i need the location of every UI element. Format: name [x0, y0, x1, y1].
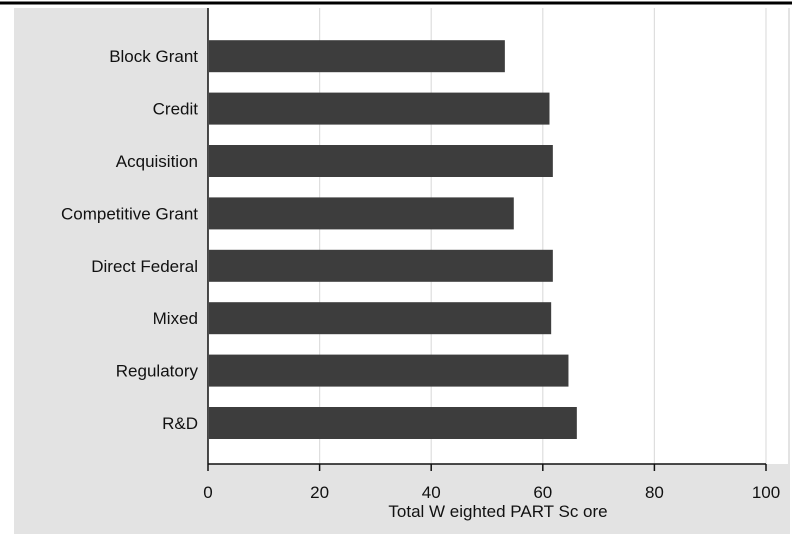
category-label: Mixed [153, 309, 198, 328]
y-axis: Block Grant Credit Acquisition Competitive … [61, 8, 209, 464]
x-tick-label: 60 [533, 483, 552, 502]
bar [209, 40, 505, 73]
bars [209, 40, 577, 439]
x-tick-label: 0 [203, 483, 212, 502]
x-tick-label: 20 [310, 483, 329, 502]
plot-area [208, 8, 788, 464]
category-label: Credit [153, 100, 199, 119]
bar [209, 249, 553, 282]
category-label: Regulatory [116, 362, 199, 381]
x-tick-label: 40 [422, 483, 441, 502]
bar [209, 92, 550, 125]
bar [209, 302, 552, 335]
category-label: R&D [162, 414, 198, 433]
bar [209, 197, 514, 230]
bar [209, 354, 569, 387]
bar [209, 145, 553, 177]
bar [209, 407, 577, 439]
x-axis-title: Total W eighted PART Sc ore [388, 502, 607, 521]
category-label: Acquisition [116, 152, 198, 171]
category-label: Direct Federal [91, 257, 198, 276]
x-axis: 0 20 40 60 80 100 [203, 463, 780, 502]
x-tick-label: 100 [752, 483, 780, 502]
category-label: Competitive Grant [61, 204, 198, 223]
x-tick-label: 80 [645, 483, 664, 502]
category-label: Block Grant [109, 47, 198, 66]
gridlines [319, 8, 767, 464]
